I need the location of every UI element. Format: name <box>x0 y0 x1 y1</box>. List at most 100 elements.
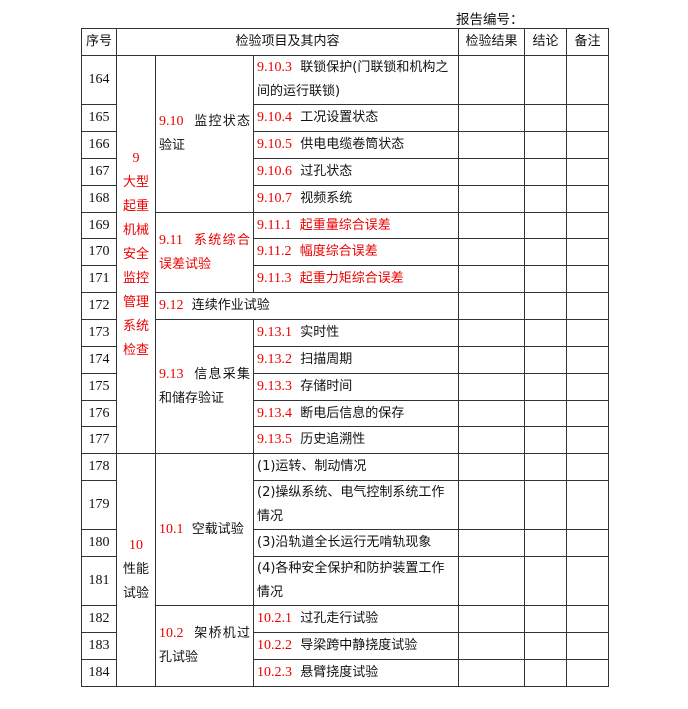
table-row: 169 9.11 系统综合误差试验 9.11.1 起重量综合误差 <box>81 212 610 293</box>
remark-cell[interactable] <box>566 238 610 266</box>
conclusion-cell[interactable] <box>524 158 568 186</box>
remark-cell[interactable] <box>566 158 610 186</box>
result-cell[interactable] <box>458 265 526 293</box>
header-item: 检验项目及其内容 <box>115 28 460 56</box>
remark-cell[interactable] <box>566 426 610 454</box>
result-cell[interactable] <box>458 212 526 239</box>
table-row: 175 9.13.3 存储时间 <box>81 373 610 401</box>
row-number: 170 <box>81 238 117 266</box>
table-row: 172 9.12 连续作业试验 <box>81 292 610 320</box>
row-number: 168 <box>81 185 117 213</box>
conclusion-cell[interactable] <box>524 265 568 293</box>
conclusion-cell[interactable] <box>524 212 568 239</box>
remark-cell[interactable] <box>566 529 610 557</box>
result-cell[interactable] <box>458 400 526 427</box>
remark-cell[interactable] <box>566 319 610 347</box>
result-cell[interactable] <box>458 131 526 159</box>
result-cell[interactable] <box>458 480 526 530</box>
remark-cell[interactable] <box>566 265 610 293</box>
result-cell[interactable] <box>458 373 526 401</box>
conclusion-cell[interactable] <box>524 373 568 401</box>
table-row: 181 (4)各种安全保护和防护装置工作情况 <box>81 556 610 606</box>
conclusion-cell[interactable] <box>524 659 568 687</box>
result-cell[interactable] <box>458 426 526 454</box>
row-number: 165 <box>81 104 117 132</box>
result-cell[interactable] <box>458 556 526 606</box>
conclusion-cell[interactable] <box>524 426 568 454</box>
row-number: 182 <box>81 605 117 633</box>
remark-cell[interactable] <box>566 185 610 213</box>
row-number: 172 <box>81 292 117 320</box>
group-g102: 10.2 架桥机过孔试验 <box>155 605 254 687</box>
result-cell[interactable] <box>458 319 526 347</box>
remark-cell[interactable] <box>566 659 610 687</box>
row-number: 179 <box>81 480 117 530</box>
remark-cell[interactable] <box>566 632 610 660</box>
row-number: 180 <box>81 529 117 557</box>
remark-cell[interactable] <box>566 292 610 320</box>
result-cell[interactable] <box>458 605 526 633</box>
conclusion-cell[interactable] <box>524 346 568 374</box>
conclusion-cell[interactable] <box>524 529 568 557</box>
conclusion-cell[interactable] <box>524 453 568 481</box>
remark-cell[interactable] <box>566 400 610 427</box>
table-row: 183 10.2.2 导梁跨中静挠度试验 <box>81 632 610 660</box>
conclusion-cell[interactable] <box>524 556 568 606</box>
conclusion-cell[interactable] <box>524 55 568 105</box>
result-cell[interactable] <box>458 292 526 320</box>
item-content: 9.10.5 供电电缆卷筒状态 <box>252 131 460 159</box>
table-row: 182 10.2 架桥机过孔试验 10.2.1 过孔走行试验 <box>81 605 610 687</box>
item-content: 9.10.6 过孔状态 <box>252 158 460 186</box>
result-cell[interactable] <box>458 185 526 213</box>
result-cell[interactable] <box>458 453 526 481</box>
remark-cell[interactable] <box>566 104 610 132</box>
conclusion-cell[interactable] <box>524 238 568 266</box>
remark-cell[interactable] <box>566 212 610 239</box>
conclusion-cell[interactable] <box>524 605 568 633</box>
row-number: 176 <box>81 400 117 427</box>
remark-cell[interactable] <box>566 346 610 374</box>
conclusion-cell[interactable] <box>524 400 568 427</box>
remark-cell[interactable] <box>566 605 610 633</box>
item-content: 9.13.3 存储时间 <box>252 373 460 401</box>
conclusion-cell[interactable] <box>524 632 568 660</box>
item-content: 10.2.2 导梁跨中静挠度试验 <box>252 632 460 660</box>
remark-cell[interactable] <box>566 453 610 481</box>
result-cell[interactable] <box>458 346 526 374</box>
conclusion-cell[interactable] <box>524 319 568 347</box>
result-cell[interactable] <box>458 55 526 105</box>
item-content: 9.13.1 实时性 <box>252 319 460 347</box>
result-cell[interactable] <box>458 632 526 660</box>
remark-cell[interactable] <box>566 55 610 105</box>
result-cell[interactable] <box>458 529 526 557</box>
result-cell[interactable] <box>458 659 526 687</box>
table-row: 166 9.10.5 供电电缆卷筒状态 <box>81 131 610 159</box>
table-row: 164 9 大型起重机械安全监控管理系统检查 9.10 监控状态验证 9.10.3 联锁… <box>81 55 610 454</box>
group-g101: 10.1 空载试验 <box>155 453 254 606</box>
group-g911: 9.11 系统综合误差试验 <box>155 212 254 293</box>
remark-cell[interactable] <box>566 131 610 159</box>
table-row: 178 10 性能试验 10.1 空载试验 (1)运转、制动情况 <box>81 453 610 687</box>
row-number: 175 <box>81 373 117 401</box>
remark-cell[interactable] <box>566 480 610 530</box>
inspection-table: 序号 检验项目及其内容 检验结果 结论 备注 164 9 大型起重机械安全监控管理系… <box>81 28 610 687</box>
conclusion-cell[interactable] <box>524 104 568 132</box>
row-number: 167 <box>81 158 117 186</box>
table-row: 171 9.11.3 起重力矩综合误差 <box>81 265 610 293</box>
result-cell[interactable] <box>458 238 526 266</box>
result-cell[interactable] <box>458 158 526 186</box>
remark-cell[interactable] <box>566 373 610 401</box>
conclusion-cell[interactable] <box>524 292 568 320</box>
item-content: (1)运转、制动情况 <box>252 453 460 481</box>
row-number: 184 <box>81 659 117 687</box>
table-row: 174 9.13.2 扫描周期 <box>81 346 610 374</box>
row-number: 173 <box>81 319 117 347</box>
result-cell[interactable] <box>458 104 526 132</box>
conclusion-cell[interactable] <box>524 185 568 213</box>
item-content: 9.10.4 工况设置状态 <box>252 104 460 132</box>
remark-cell[interactable] <box>566 556 610 606</box>
conclusion-cell[interactable] <box>524 480 568 530</box>
item-content: 9.13.4 断电后信息的保存 <box>252 400 460 427</box>
row-number: 171 <box>81 265 117 293</box>
conclusion-cell[interactable] <box>524 131 568 159</box>
